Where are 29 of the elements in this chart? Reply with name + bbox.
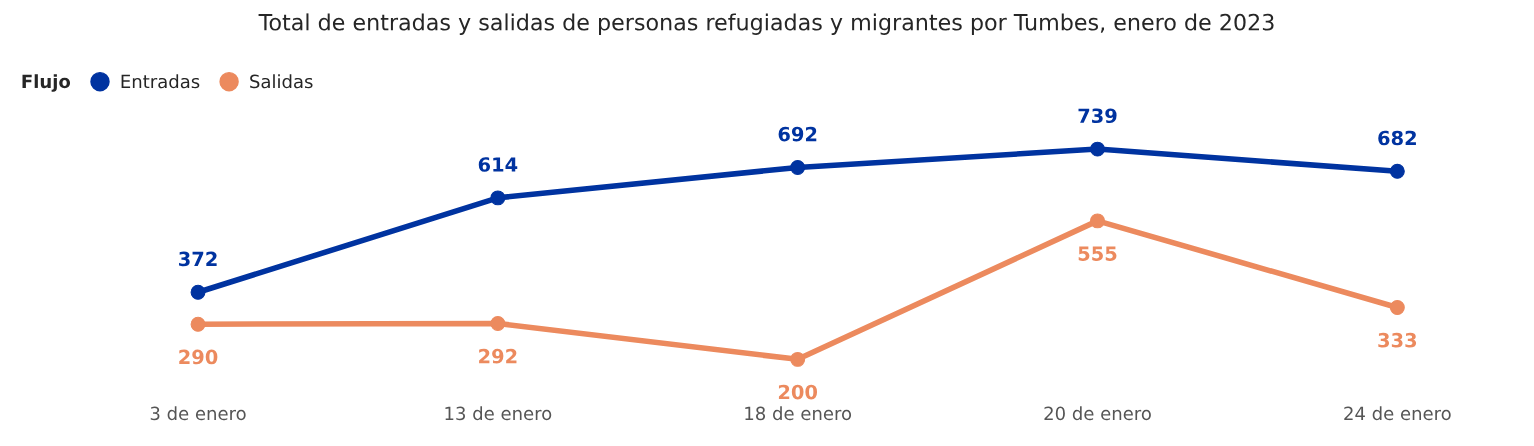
- point: [1090, 213, 1105, 229]
- data-label: 682: [1378, 130, 1416, 146]
- legend-label: Salidas: [250, 74, 313, 89]
- x-tick-label: 3 de enero: [150, 406, 246, 421]
- point: [190, 284, 206, 300]
- x-tick-label: 13 de enero: [445, 406, 552, 421]
- data-label: 290: [179, 349, 218, 365]
- data-label: 292: [479, 348, 517, 364]
- point: [190, 316, 206, 332]
- legend-label: Entradas: [121, 74, 200, 89]
- chart-title: Total de entradas y salidas de personas refugiadas y migrantes por Tumbes, enero de 2023: [258, 13, 1274, 35]
- data-label: 555: [1078, 246, 1117, 261]
- data-label: 372: [179, 251, 217, 267]
- point: [490, 190, 506, 206]
- x-tick-label: 24 de enero: [1344, 406, 1451, 421]
- point: [1090, 141, 1105, 157]
- point: [490, 316, 506, 331]
- point: [790, 159, 806, 175]
- x-tick-label: 20 de enero: [1044, 406, 1151, 421]
- data-label: 333: [1378, 332, 1417, 348]
- point: [1389, 163, 1405, 179]
- point: [790, 351, 806, 367]
- data-label: 692: [778, 126, 817, 142]
- data-label: 200: [778, 384, 818, 400]
- x-tick-label: 18 de enero: [745, 406, 852, 421]
- point: [1389, 300, 1405, 315]
- data-label: 614: [478, 157, 518, 172]
- legend-title: Flujo: [22, 74, 71, 92]
- data-label: 739: [1078, 108, 1117, 124]
